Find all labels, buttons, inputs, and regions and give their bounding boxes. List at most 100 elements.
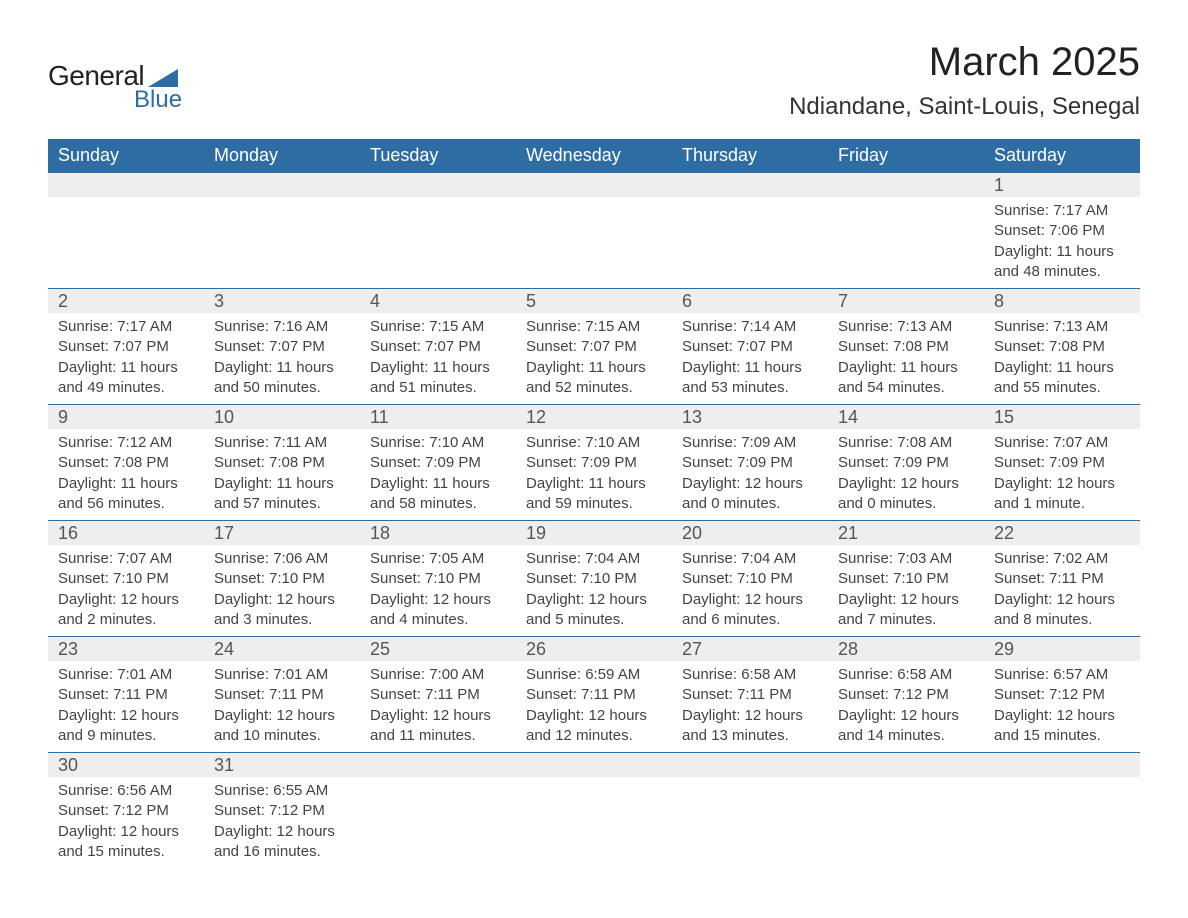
calendar-daynum-row: 23242526272829	[48, 637, 1140, 662]
sunrise-text: Sunrise: 7:10 AM	[370, 433, 506, 453]
day-detail-cell: Sunrise: 7:06 AMSunset: 7:10 PMDaylight:…	[204, 545, 360, 637]
sunrise-text: Sunrise: 7:15 AM	[370, 317, 506, 337]
day-number-cell: 18	[360, 521, 516, 546]
sunrise-text: Sunrise: 7:12 AM	[58, 433, 194, 453]
daylight-text: Daylight: 12 hours	[682, 706, 818, 726]
location-text: Ndiandane, Saint-Louis, Senegal	[789, 93, 1140, 121]
day-number-cell: 9	[48, 405, 204, 430]
daylight-text: and 10 minutes.	[214, 726, 350, 746]
day-number-cell: 4	[360, 289, 516, 314]
sunset-text: Sunset: 7:07 PM	[682, 337, 818, 357]
calendar-daynum-row: 2345678	[48, 289, 1140, 314]
sunrise-text: Sunrise: 7:09 AM	[682, 433, 818, 453]
daylight-text: and 7 minutes.	[838, 610, 974, 630]
daylight-text: Daylight: 12 hours	[58, 822, 194, 842]
daylight-text: Daylight: 12 hours	[994, 474, 1130, 494]
day-number-cell	[360, 753, 516, 778]
sunset-text: Sunset: 7:10 PM	[370, 569, 506, 589]
brand-sub: Blue	[134, 86, 182, 114]
daylight-text: and 50 minutes.	[214, 378, 350, 398]
day-header: Tuesday	[360, 139, 516, 173]
daylight-text: and 9 minutes.	[58, 726, 194, 746]
day-detail-cell: Sunrise: 7:00 AMSunset: 7:11 PMDaylight:…	[360, 661, 516, 753]
sunrise-text: Sunrise: 7:05 AM	[370, 549, 506, 569]
day-number-cell: 25	[360, 637, 516, 662]
sunrise-text: Sunrise: 7:04 AM	[682, 549, 818, 569]
daylight-text: and 57 minutes.	[214, 494, 350, 514]
sunrise-text: Sunrise: 6:58 AM	[838, 665, 974, 685]
day-detail-cell: Sunrise: 7:03 AMSunset: 7:10 PMDaylight:…	[828, 545, 984, 637]
day-number-cell: 21	[828, 521, 984, 546]
daylight-text: and 5 minutes.	[526, 610, 662, 630]
day-number-cell	[360, 173, 516, 198]
sunset-text: Sunset: 7:11 PM	[682, 685, 818, 705]
daylight-text: and 8 minutes.	[994, 610, 1130, 630]
day-number-cell: 16	[48, 521, 204, 546]
sunrise-text: Sunrise: 7:08 AM	[838, 433, 974, 453]
sunrise-text: Sunrise: 7:01 AM	[214, 665, 350, 685]
daylight-text: Daylight: 11 hours	[370, 474, 506, 494]
sunset-text: Sunset: 7:11 PM	[994, 569, 1130, 589]
day-number-cell: 30	[48, 753, 204, 778]
day-detail-cell: Sunrise: 6:55 AMSunset: 7:12 PMDaylight:…	[204, 777, 360, 868]
daylight-text: and 15 minutes.	[994, 726, 1130, 746]
sunrise-text: Sunrise: 7:17 AM	[58, 317, 194, 337]
sunrise-text: Sunrise: 7:10 AM	[526, 433, 662, 453]
daylight-text: and 0 minutes.	[838, 494, 974, 514]
daylight-text: and 59 minutes.	[526, 494, 662, 514]
calendar-daynum-row: 3031	[48, 753, 1140, 778]
day-detail-cell	[360, 197, 516, 289]
day-detail-cell: Sunrise: 7:10 AMSunset: 7:09 PMDaylight:…	[516, 429, 672, 521]
day-number-cell	[516, 753, 672, 778]
day-number-cell: 3	[204, 289, 360, 314]
day-detail-cell: Sunrise: 7:01 AMSunset: 7:11 PMDaylight:…	[48, 661, 204, 753]
sunset-text: Sunset: 7:08 PM	[58, 453, 194, 473]
day-detail-cell	[984, 777, 1140, 868]
day-number-cell	[204, 173, 360, 198]
day-number-cell: 29	[984, 637, 1140, 662]
daylight-text: Daylight: 11 hours	[58, 474, 194, 494]
sunset-text: Sunset: 7:09 PM	[682, 453, 818, 473]
sunrise-text: Sunrise: 6:59 AM	[526, 665, 662, 685]
sunset-text: Sunset: 7:12 PM	[994, 685, 1130, 705]
sunset-text: Sunset: 7:11 PM	[370, 685, 506, 705]
sunset-text: Sunset: 7:08 PM	[838, 337, 974, 357]
calendar-detail-row: Sunrise: 7:17 AMSunset: 7:06 PMDaylight:…	[48, 197, 1140, 289]
daylight-text: Daylight: 11 hours	[370, 358, 506, 378]
day-detail-cell	[204, 197, 360, 289]
daylight-text: and 3 minutes.	[214, 610, 350, 630]
daylight-text: and 56 minutes.	[58, 494, 194, 514]
daylight-text: and 4 minutes.	[370, 610, 506, 630]
daylight-text: Daylight: 12 hours	[214, 590, 350, 610]
day-number-cell: 24	[204, 637, 360, 662]
day-number-cell: 23	[48, 637, 204, 662]
day-number-cell	[516, 173, 672, 198]
sunset-text: Sunset: 7:12 PM	[214, 801, 350, 821]
daylight-text: Daylight: 11 hours	[214, 358, 350, 378]
sunrise-text: Sunrise: 6:58 AM	[682, 665, 818, 685]
day-number-cell	[984, 753, 1140, 778]
day-detail-cell	[672, 777, 828, 868]
daylight-text: Daylight: 12 hours	[838, 590, 974, 610]
sunrise-text: Sunrise: 7:17 AM	[994, 201, 1130, 221]
daylight-text: Daylight: 11 hours	[214, 474, 350, 494]
sunset-text: Sunset: 7:06 PM	[994, 221, 1130, 241]
day-detail-cell	[828, 777, 984, 868]
calendar-table: Sunday Monday Tuesday Wednesday Thursday…	[48, 139, 1140, 868]
sunrise-text: Sunrise: 7:07 AM	[994, 433, 1130, 453]
sunrise-text: Sunrise: 7:02 AM	[994, 549, 1130, 569]
sunset-text: Sunset: 7:11 PM	[58, 685, 194, 705]
sunrise-text: Sunrise: 7:03 AM	[838, 549, 974, 569]
day-detail-cell: Sunrise: 6:58 AMSunset: 7:11 PMDaylight:…	[672, 661, 828, 753]
day-detail-cell	[828, 197, 984, 289]
daylight-text: and 12 minutes.	[526, 726, 662, 746]
day-number-cell: 19	[516, 521, 672, 546]
title-block: March 2025 Ndiandane, Saint-Louis, Seneg…	[789, 40, 1140, 121]
sunrise-text: Sunrise: 7:01 AM	[58, 665, 194, 685]
day-detail-cell: Sunrise: 7:08 AMSunset: 7:09 PMDaylight:…	[828, 429, 984, 521]
day-detail-cell: Sunrise: 6:56 AMSunset: 7:12 PMDaylight:…	[48, 777, 204, 868]
day-detail-cell: Sunrise: 7:04 AMSunset: 7:10 PMDaylight:…	[516, 545, 672, 637]
day-number-cell: 13	[672, 405, 828, 430]
sunset-text: Sunset: 7:08 PM	[214, 453, 350, 473]
daylight-text: and 53 minutes.	[682, 378, 818, 398]
